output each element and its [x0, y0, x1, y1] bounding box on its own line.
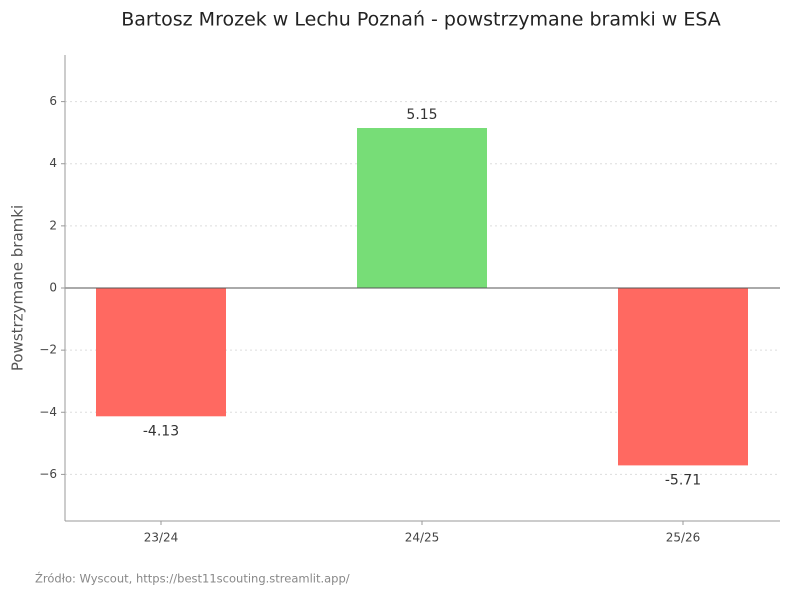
source-note: Źródło: Wyscout, https://best11scouting.…	[35, 571, 350, 586]
y-tick-label: 2	[49, 218, 57, 232]
value-label: -4.13	[143, 423, 179, 439]
y-tick-label: 6	[49, 94, 57, 108]
y-tick-label: −2	[39, 343, 57, 357]
value-label: 5.15	[406, 107, 437, 123]
x-tick-label: 24/25	[405, 531, 440, 545]
bar	[96, 288, 226, 417]
y-tick-label: −4	[39, 405, 57, 419]
x-tick-label: 25/26	[666, 531, 701, 545]
chart-title: Bartosz Mrozek w Lechu Poznań - powstrzy…	[121, 9, 721, 31]
y-tick-label: −6	[39, 467, 57, 481]
x-tick-label: 23/24	[144, 531, 179, 545]
y-tick-label: 0	[49, 281, 57, 295]
value-label: -5.71	[665, 472, 701, 488]
bar	[618, 288, 748, 466]
y-axis-label: Powstrzymane bramki	[9, 205, 27, 371]
bar	[357, 128, 487, 288]
y-tick-label: 4	[49, 156, 57, 170]
